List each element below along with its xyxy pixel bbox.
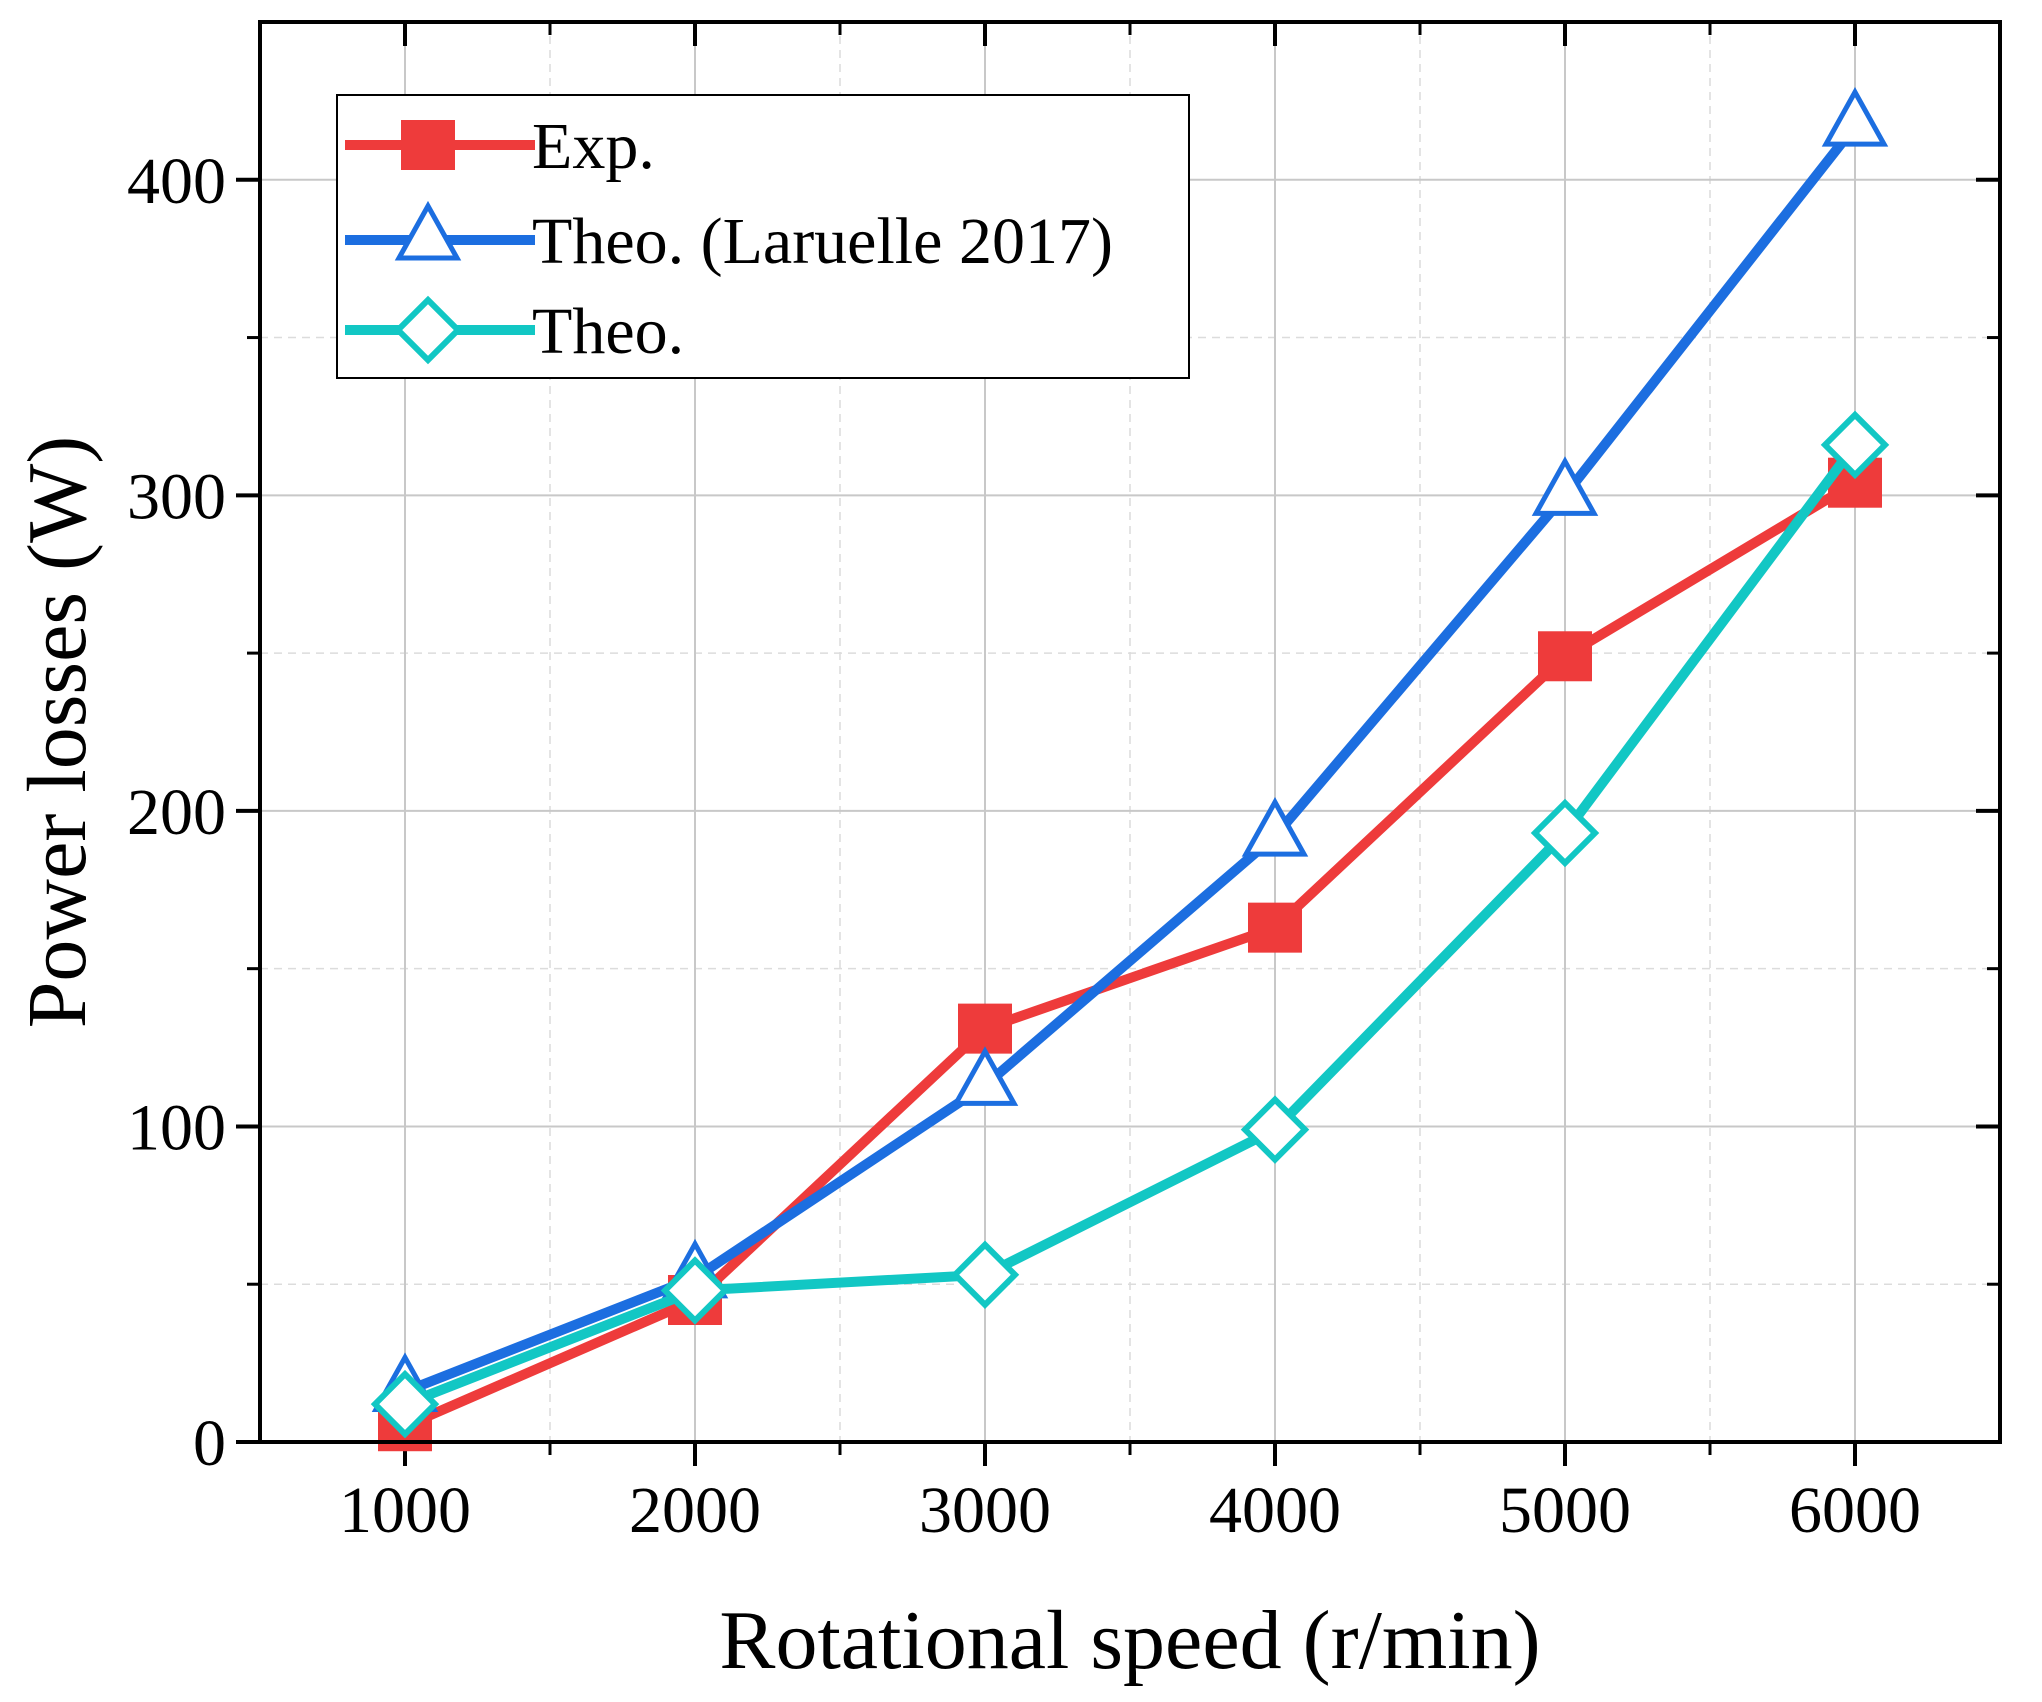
data-point-theo-laruelle-2017: [1821, 87, 1889, 147]
y-tick-label: 300: [127, 460, 226, 533]
legend-label-theo: Theo.: [532, 295, 684, 368]
x-tick-label: 2000: [629, 1474, 761, 1547]
data-point-exp: [1248, 902, 1302, 953]
data-point-theo-laruelle-2017: [1531, 456, 1599, 516]
legend: Exp. Theo. (Laruelle 2017) Theo.: [336, 94, 1190, 379]
data-point-theo-laruelle-2017: [951, 1046, 1019, 1106]
x-tick-label: 1000: [339, 1474, 471, 1547]
x-tick-label: 3000: [919, 1474, 1051, 1547]
x-tick-label: 4000: [1209, 1474, 1341, 1547]
data-point-theo-laruelle-2017: [1241, 797, 1309, 857]
data-point-theo: [1240, 1095, 1310, 1164]
data-point-exp: [1538, 631, 1592, 682]
data-point-theo: [660, 1256, 730, 1325]
x-tick-label: 6000: [1789, 1474, 1921, 1547]
legend-label-exp: Exp.: [532, 110, 655, 183]
tick-labels: 1000 2000 3000 4000 5000 6000 0 100 200 300 400: [127, 145, 1921, 1547]
data-point-theo: [370, 1369, 440, 1439]
x-tick-label: 5000: [1499, 1474, 1631, 1547]
y-tick-label: 400: [127, 145, 226, 218]
data-point-theo: [950, 1240, 1020, 1309]
legend-label-theo-laruelle-2017: Theo. (Laruelle 2017): [532, 205, 1113, 278]
y-axis-title: Power losses (W): [11, 436, 104, 1029]
series-line-exp: [400, 477, 1860, 1432]
plot-frame: [258, 20, 2002, 1444]
legend-marker-theo-laruelle-2017: [394, 200, 462, 261]
series-line-theo: [400, 439, 1860, 1410]
y-tick-label: 0: [193, 1407, 226, 1480]
series-layer: [370, 87, 1890, 1452]
legend-marker-theo: [393, 295, 463, 365]
data-point-exp: [958, 1003, 1012, 1054]
data-point-theo: [1820, 410, 1890, 480]
y-tick-label: 200: [127, 776, 226, 849]
legend-marker-exp: [401, 120, 455, 170]
series-theo: [370, 410, 1890, 1439]
x-axis-title: Rotational speed (r/min): [719, 1594, 1540, 1687]
data-point-theo: [1530, 798, 1600, 868]
y-tick-label: 100: [127, 1091, 226, 1164]
legend-items: Exp. Theo. (Laruelle 2017) Theo.: [345, 110, 1113, 368]
series-line-theo-laruelle-2017: [400, 121, 1860, 1397]
